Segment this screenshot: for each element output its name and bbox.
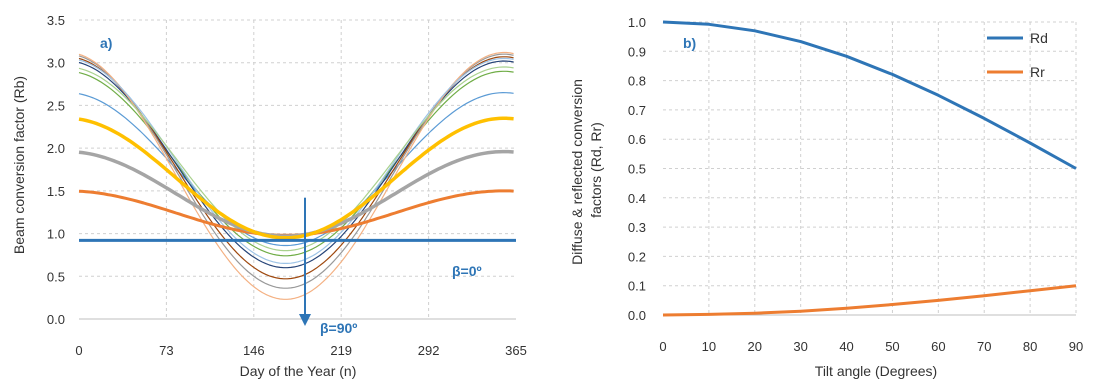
- panel-b-x-tick-label: 80: [1023, 339, 1037, 354]
- panel-a-grid: [79, 19, 516, 319]
- panel-a-x-tick-label: 0: [75, 343, 82, 358]
- annotation-beta-90: β=90º: [320, 320, 357, 336]
- panel-b-y-tick-label: 0.3: [628, 220, 646, 235]
- panel-a-series-line: [78, 149, 514, 238]
- panel-a-x-tick-label: 292: [418, 343, 440, 358]
- panel-a-x-tick-label: 146: [243, 343, 265, 358]
- panel-b-y-tick-label: 0.9: [628, 44, 646, 59]
- panel-a-y-tick-label: 3.0: [47, 56, 65, 71]
- panel-b-series-line-rd: [662, 20, 1077, 170]
- panel-a-chart: a) Day of the Year (n) Beam conversion f…: [11, 13, 527, 379]
- panel-b-x-tick-label: 50: [885, 339, 899, 354]
- panel-b-y-tick-label: 1.0: [628, 15, 646, 30]
- legend-label-rd: Rd: [1030, 30, 1048, 46]
- panel-a-y-tick-label: 1.0: [47, 227, 65, 242]
- panel-a-series-line: [78, 66, 514, 252]
- panel-b-x-tick-label: 90: [1069, 339, 1083, 354]
- panel-a-y-tick-label: 2.5: [47, 98, 65, 113]
- panel-b-x-tick-label: 10: [702, 339, 716, 354]
- panel-b-y-tick-label: 0.5: [628, 162, 646, 177]
- panel-a-x-tick-label: 73: [159, 343, 173, 358]
- panel-a-series-line: [78, 116, 514, 240]
- panel-b-y-axis-title-line-2: factors (Rd, Rr): [588, 122, 604, 218]
- panel-b-x-tick-label: 20: [748, 339, 762, 354]
- panel-a-y-tick-label: 0.0: [47, 312, 65, 327]
- panel-b-legend: Rd Rr: [987, 30, 1048, 80]
- panel-a-series-line: [78, 91, 514, 247]
- panel-b-grid: [663, 21, 1077, 315]
- panel-b-y-tick-label: 0.0: [628, 308, 646, 323]
- panel-a-arrow-head: [299, 314, 311, 326]
- panel-b-chart: b) Tilt angle (Degrees) Diffuse & reflec…: [569, 15, 1083, 379]
- panel-a-x-axis-title: Day of the Year (n): [240, 363, 357, 379]
- panel-b-y-tick-label: 0.2: [628, 249, 646, 264]
- panel-a-series-line: [78, 57, 514, 264]
- panel-b-y-tick-label: 0.8: [628, 74, 646, 89]
- panel-a-y-tick-label: 0.5: [47, 269, 65, 284]
- panel-a-x-tick-label: 365: [505, 343, 527, 358]
- panel-a-y-tick-label: 3.5: [47, 13, 65, 28]
- panel-b-x-tick-label: 0: [659, 339, 666, 354]
- panel-b-x-axis-title: Tilt angle (Degrees): [815, 363, 937, 379]
- panel-a-y-tick-label: 2.0: [47, 141, 65, 156]
- panel-b-y-axis-title: Diffuse & reflected conversion factors (…: [569, 75, 604, 265]
- panel-b-x-tick-label: 30: [793, 339, 807, 354]
- panel-a-series-line: [78, 189, 514, 237]
- panel-a-series-line: [78, 51, 514, 300]
- panel-a-label: a): [100, 35, 112, 51]
- annotation-beta-0: β=0º: [452, 263, 482, 279]
- panel-b-label: b): [683, 35, 696, 51]
- panel-a-y-tick-label: 1.5: [47, 184, 65, 199]
- panel-b-x-tick-label: 60: [931, 339, 945, 354]
- panel-b-y-tick-label: 0.1: [628, 279, 646, 294]
- panel-b-y-axis-title-line-1: Diffuse & reflected conversion: [569, 79, 585, 265]
- panel-a-y-axis-title: Beam conversion factor (Rb): [11, 76, 27, 254]
- panel-a-x-tick-label: 219: [330, 343, 352, 358]
- panel-b-x-tick-label: 40: [839, 339, 853, 354]
- panel-b-y-tick-label: 0.4: [628, 191, 646, 206]
- panel-b-x-tick-label: 70: [977, 339, 991, 354]
- panel-b-y-tick-label: 0.7: [628, 103, 646, 118]
- legend-label-rr: Rr: [1030, 64, 1045, 80]
- panel-b-y-tick-label: 0.6: [628, 132, 646, 147]
- panel-b-series-line-rr: [662, 284, 1077, 317]
